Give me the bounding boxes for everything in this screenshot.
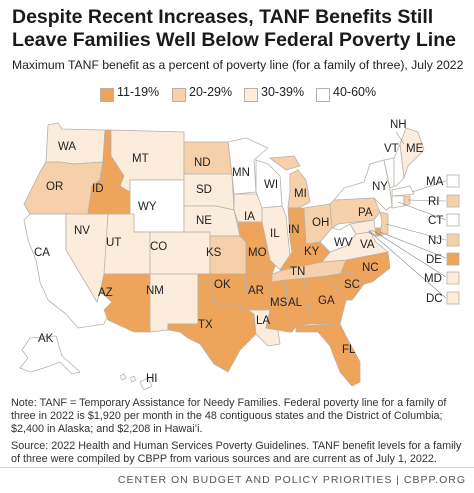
- state-fl: [295, 323, 361, 387]
- state-ne: [183, 205, 241, 237]
- state-tx: [167, 281, 257, 373]
- state-label-ks: KS: [206, 247, 222, 259]
- state-label-az: AZ: [98, 287, 113, 299]
- state-nm: [149, 273, 199, 333]
- legend-label-20-29: 20-29%: [189, 85, 233, 99]
- footer: CENTER ON BUDGET AND POLICY PRIORITIES |…: [0, 467, 474, 493]
- state-label-nd: ND: [194, 157, 211, 169]
- callout-lines: [369, 131, 447, 299]
- state-label-sc: SC: [344, 279, 360, 291]
- state-nh: [393, 143, 405, 187]
- callout-box-dc: [446, 291, 460, 305]
- legend-swatch-20-29: [172, 88, 186, 102]
- footer-text: CENTER ON BUDGET AND POLICY PRIORITIES |…: [117, 474, 466, 486]
- state-label-ga: GA: [318, 295, 335, 307]
- state-label-in: IN: [288, 224, 300, 236]
- state-label-ut: UT: [106, 237, 121, 249]
- state-mi: [269, 155, 311, 209]
- state-label-or: OR: [46, 181, 63, 193]
- state-label-hi: HI: [146, 373, 158, 385]
- state-label-ak: AK: [38, 333, 54, 345]
- state-label-il: IL: [270, 228, 280, 240]
- notes: Note: TANF = Temporary Assistance for Ne…: [11, 397, 465, 470]
- state-label-mt: MT: [132, 153, 149, 165]
- state-label-nc: NC: [362, 262, 379, 274]
- source-text: Source: 2022 Health and Human Services P…: [11, 440, 462, 465]
- legend-swatch-30-39: [244, 88, 258, 102]
- state-label-mi: MI: [294, 188, 307, 200]
- state-label-va: VA: [360, 239, 375, 251]
- state-co: [149, 231, 211, 275]
- state-label-ar: AR: [248, 285, 264, 297]
- state-label-ky: KY: [304, 246, 320, 258]
- state-label-nh: NH: [390, 119, 407, 131]
- callout-box-ct: [446, 213, 460, 227]
- state-label-ca: CA: [34, 247, 50, 259]
- state-label-tn: TN: [290, 266, 305, 278]
- state-label-pa: PA: [358, 207, 373, 219]
- callout-label-ct: CT: [428, 215, 443, 227]
- state-wv: [319, 223, 357, 253]
- state-ri-shape: [403, 195, 411, 207]
- callout-box-md: [446, 271, 460, 285]
- state-label-nm: NM: [146, 285, 164, 297]
- legend-label-40-60: 40-60%: [333, 85, 377, 99]
- state-label-nv: NV: [74, 225, 90, 237]
- legend-label-11-19: 11-19%: [117, 85, 160, 99]
- state-mn: [227, 137, 269, 195]
- callout-box-ri: [446, 194, 460, 208]
- callout-box-ma: [446, 174, 460, 188]
- callout-label-dc: DC: [426, 293, 443, 305]
- state-label-id: ID: [92, 183, 104, 195]
- state-ak: [19, 335, 81, 375]
- callout-box-de: [446, 252, 460, 266]
- state-label-wy: WY: [138, 201, 157, 213]
- chart-title: Despite Recent Increases, TANF Benefits …: [12, 6, 456, 51]
- legend-label-30-39: 30-39%: [261, 85, 305, 99]
- us-map: MA RI CT NJ DE MD DC WA OR CA NV ID MT W…: [19, 119, 460, 391]
- state-label-ia: IA: [244, 211, 255, 223]
- legend-swatch-11-19: [100, 88, 114, 102]
- state-label-wa: WA: [58, 141, 76, 153]
- callout-label-ma: MA: [426, 176, 444, 188]
- state-label-ne: NE: [196, 215, 212, 227]
- state-label-mo: MO: [248, 247, 267, 259]
- state-me: [399, 127, 425, 179]
- state-label-al: AL: [288, 297, 303, 309]
- legend-swatch-40-60: [316, 88, 330, 102]
- state-label-ms: MS: [270, 297, 288, 309]
- callout-label-de: DE: [426, 254, 442, 266]
- state-label-tx: TX: [198, 319, 213, 331]
- callout-label-md: MD: [424, 273, 442, 285]
- state-ma-shape: [391, 185, 415, 197]
- callout-label-ri: RI: [428, 196, 440, 208]
- state-label-ok: OK: [214, 279, 231, 291]
- state-nj-shape: [379, 211, 389, 235]
- state-label-mn: MN: [232, 167, 250, 179]
- state-label-co: CO: [150, 241, 167, 253]
- state-label-wv: WV: [334, 237, 353, 249]
- state-label-vt: VT: [384, 143, 399, 155]
- state-label-sd: SD: [196, 184, 212, 196]
- callout-box-nj: [446, 233, 460, 247]
- state-label-wi: WI: [264, 179, 278, 191]
- callout-label-nj: NJ: [428, 235, 442, 247]
- state-label-me: ME: [406, 143, 424, 155]
- chart-subtitle: Maximum TANF benefit as a percent of pov…: [12, 58, 464, 72]
- state-label-fl: FL: [342, 344, 356, 356]
- note-text: Note: TANF = Temporary Assistance for Ne…: [11, 397, 447, 435]
- state-hi: [119, 373, 153, 391]
- state-label-la: LA: [256, 315, 270, 327]
- state-label-ny: NY: [372, 181, 388, 193]
- state-label-oh: OH: [312, 217, 329, 229]
